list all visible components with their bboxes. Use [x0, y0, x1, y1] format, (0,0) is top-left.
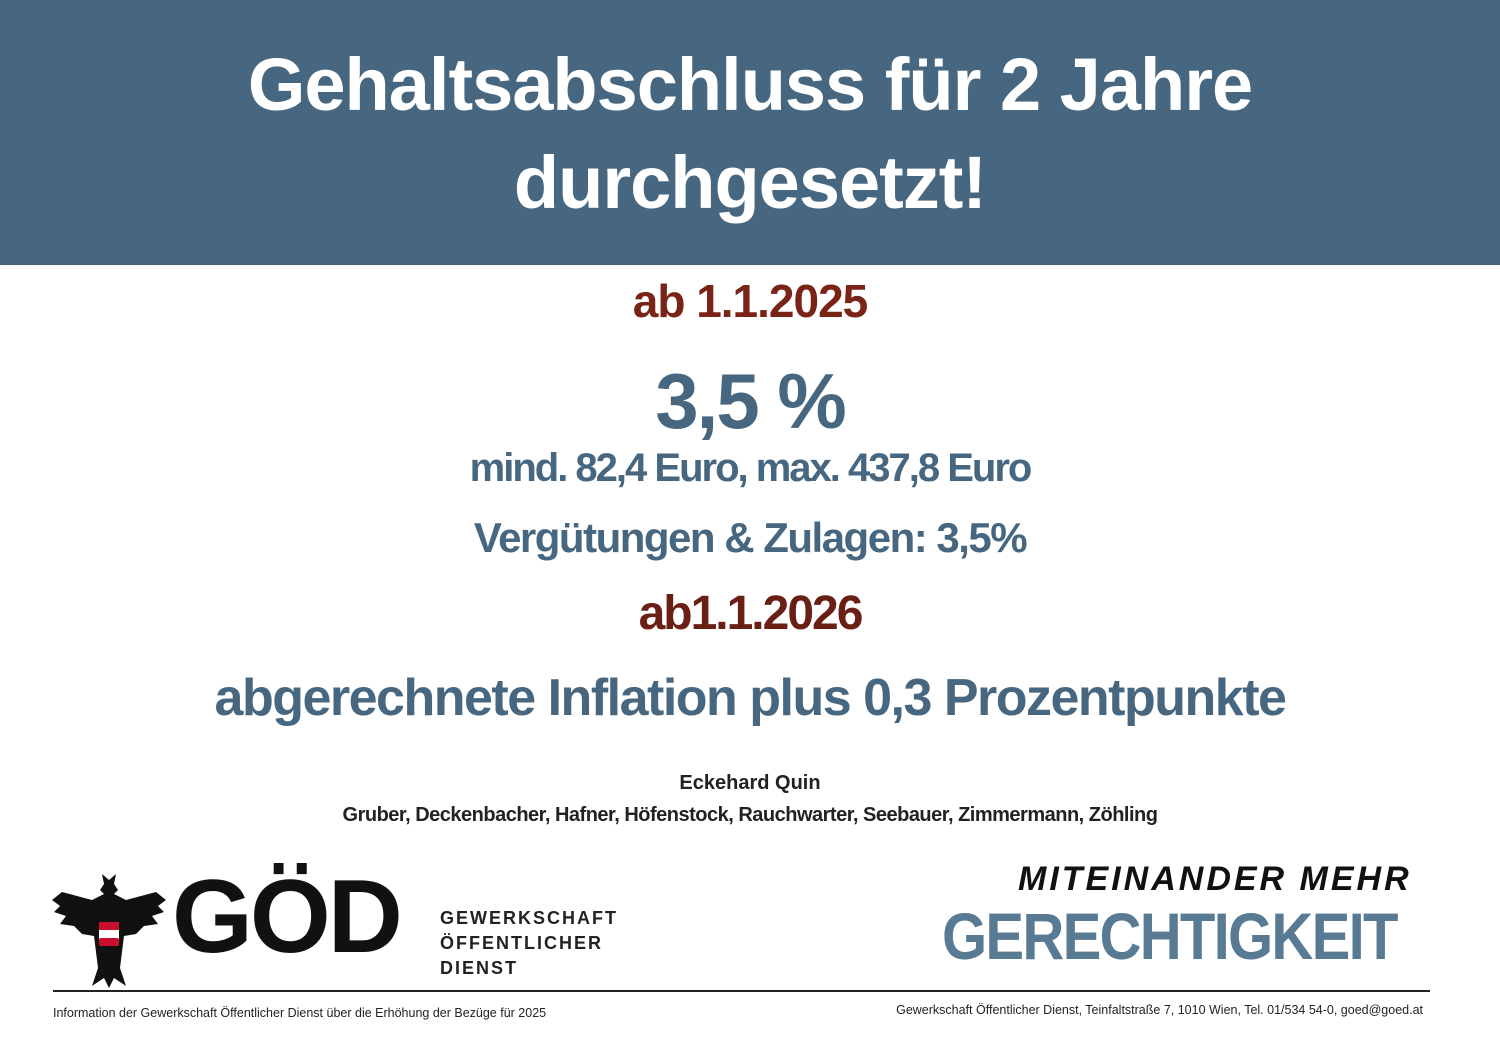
date-2025: ab 1.1.2025 — [632, 275, 869, 327]
inflation-text: abgerechnete Inflation plus 0,3 Prozentp… — [214, 669, 1287, 727]
logo-text: GEWERKSCHAFT ÖFFENTLICHER DIENST — [440, 906, 618, 981]
slogan-line2: GERECHTIGKEIT — [942, 899, 1398, 973]
title-line: durchgesetzt! — [513, 141, 987, 224]
slogan-line1: MITEINANDER MEHR — [1018, 860, 1412, 898]
limits: mind. 82,4 Euro, max. 437,8 Euro — [469, 446, 1033, 490]
footer-rule — [53, 990, 1430, 992]
date-2026: ab1.1.2026 — [638, 587, 864, 640]
allowances: Vergütungen & Zulagen: 3,5% — [473, 514, 1028, 561]
logo-line: ÖFFENTLICHER — [440, 933, 603, 953]
percent: 3,5 % — [655, 357, 846, 445]
logo-line: GEWERKSCHAFT — [440, 908, 618, 928]
footer-right: Gewerkschaft Öffentlicher Dienst, Teinfa… — [896, 1003, 1423, 1017]
negotiator-members: Gruber, Deckenbacher, Hafner, Höfenstock… — [342, 804, 1158, 826]
eagle-icon — [52, 874, 166, 988]
header-band — [0, 0, 1500, 265]
logo-line: DIENST — [440, 958, 519, 978]
footer-left: Information der Gewerkschaft Öffentliche… — [53, 1006, 547, 1020]
negotiator-lead: Eckehard Quin — [679, 772, 821, 794]
logo-name: GÖD — [172, 859, 403, 975]
title-line: Gehaltsabschluss für 2 Jahre — [247, 43, 1253, 126]
